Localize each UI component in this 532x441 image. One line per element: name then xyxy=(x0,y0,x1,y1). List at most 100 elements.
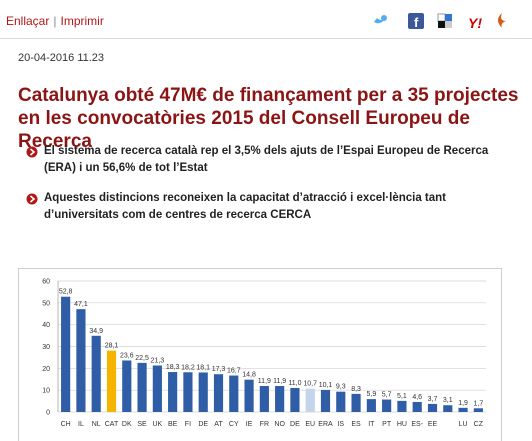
separator: | xyxy=(53,14,57,28)
bar xyxy=(229,375,239,412)
chart-frame xyxy=(18,268,502,441)
bar xyxy=(61,296,71,412)
bar xyxy=(473,408,483,412)
x-tick-label: CZ xyxy=(474,421,484,428)
bar xyxy=(336,391,346,412)
bar xyxy=(305,388,315,412)
bar xyxy=(137,362,147,412)
bar xyxy=(244,379,254,412)
bar xyxy=(412,401,422,412)
x-tick-label: LU xyxy=(459,421,468,428)
delicious-icon[interactable] xyxy=(437,13,452,28)
bullet-icon xyxy=(26,193,38,205)
value-label: 14,8 xyxy=(242,372,256,379)
x-tick-label: SE xyxy=(137,421,147,428)
share-icons: f Y! xyxy=(374,13,506,31)
bar xyxy=(183,372,193,412)
x-tick-label: EE xyxy=(428,421,438,428)
bar xyxy=(122,360,132,412)
bullet-text: El sistema de recerca català rep el 3,5%… xyxy=(44,145,489,174)
value-label: 10,7 xyxy=(303,381,317,388)
x-tick-label: FI xyxy=(185,421,191,428)
value-label: 9,3 xyxy=(336,384,346,391)
links: Enllaçar | Imprimir xyxy=(6,14,104,28)
value-label: 3,7 xyxy=(428,396,438,403)
value-label: 8,3 xyxy=(351,386,361,393)
value-label: 5,7 xyxy=(382,392,392,399)
bar xyxy=(259,386,269,412)
value-label: 11,9 xyxy=(273,378,286,385)
y-tick-label: 20 xyxy=(42,366,50,373)
value-label: 18,3 xyxy=(166,364,180,371)
x-tick-label: IE xyxy=(246,421,253,428)
bullet-icon xyxy=(26,146,38,158)
x-tick-label: HU xyxy=(397,421,407,428)
value-label: 18,2 xyxy=(181,364,195,371)
meneame-icon[interactable] xyxy=(498,13,506,28)
value-label: 28,1 xyxy=(105,343,119,350)
headline: Catalunya obté 47M€ de finançament per a… xyxy=(18,85,519,152)
bar xyxy=(320,389,331,412)
value-label: 5,9 xyxy=(366,391,376,398)
y-tick-label: 30 xyxy=(42,344,50,351)
x-tick-label: BE xyxy=(168,421,178,428)
x-tick-label: CAT xyxy=(105,421,119,428)
value-label: 1,9 xyxy=(458,400,468,407)
x-tick-label: EU xyxy=(305,421,315,428)
value-label: 52,8 xyxy=(59,289,73,296)
bar xyxy=(168,372,178,412)
bar xyxy=(106,350,117,412)
x-tick-label: DE xyxy=(198,421,208,428)
value-label: 1,7 xyxy=(473,400,483,407)
y-tick-label: 40 xyxy=(42,322,50,329)
value-label: 11,9 xyxy=(258,378,271,385)
value-label: 18,1 xyxy=(196,364,210,371)
x-tick-label: AT xyxy=(214,421,223,428)
x-tick-label: CY xyxy=(229,421,239,428)
x-tick-label: ES- xyxy=(411,421,423,428)
chart: 0 10 20 30 40 50 60 CH 52,8 IL 47,1 NL 34,9 CAT 28,1 DK… xyxy=(18,268,502,441)
y-tick-label: 10 xyxy=(42,388,50,395)
toolbar: Enllaçar | Imprimir f Y! xyxy=(0,0,532,39)
bar xyxy=(290,387,300,412)
bar xyxy=(91,335,101,412)
x-tick-label: FR xyxy=(260,421,269,428)
bar xyxy=(397,400,407,412)
value-label: 34,9 xyxy=(89,328,103,335)
x-tick-label: DE xyxy=(290,421,300,428)
value-label: 23,6 xyxy=(120,352,134,359)
bar xyxy=(366,399,376,412)
x-tick-label: NO xyxy=(274,421,285,428)
date: 20-04-2016 11.23 xyxy=(18,52,105,64)
link[interactable]: Imprimir xyxy=(60,14,104,28)
bar xyxy=(198,372,208,412)
yahoo-icon[interactable]: Y! xyxy=(468,15,482,31)
bar xyxy=(275,386,285,412)
bullet-text: Aquestes distincions reconeixen la capac… xyxy=(44,192,447,221)
value-label: 5,1 xyxy=(397,393,407,400)
bar xyxy=(213,374,224,412)
facebook-letter: f xyxy=(414,15,419,30)
bar xyxy=(351,393,361,412)
x-tick-label: UK xyxy=(152,421,162,428)
value-label: 10,1 xyxy=(319,382,333,389)
y-tick-label: 0 xyxy=(46,410,50,417)
value-label: 11,0 xyxy=(288,380,301,387)
value-label: 22,5 xyxy=(135,355,149,362)
x-tick-label: CH xyxy=(61,421,71,428)
value-label: 47,1 xyxy=(74,301,88,308)
link[interactable]: Enllaçar xyxy=(6,14,50,28)
x-tick-label: NL xyxy=(92,421,101,428)
value-label: 16,7 xyxy=(227,368,241,375)
facebook-icon[interactable] xyxy=(408,13,424,29)
x-tick-label: IL xyxy=(78,421,84,428)
x-tick-label: IT xyxy=(368,421,375,428)
y-tick-label: 50 xyxy=(42,300,50,307)
bar xyxy=(76,309,86,412)
bar xyxy=(382,399,392,412)
y-tick-label: 60 xyxy=(42,279,50,286)
x-tick-label: ES xyxy=(351,421,361,428)
value-label: 17,3 xyxy=(212,366,226,373)
twitter-icon[interactable] xyxy=(374,15,387,24)
